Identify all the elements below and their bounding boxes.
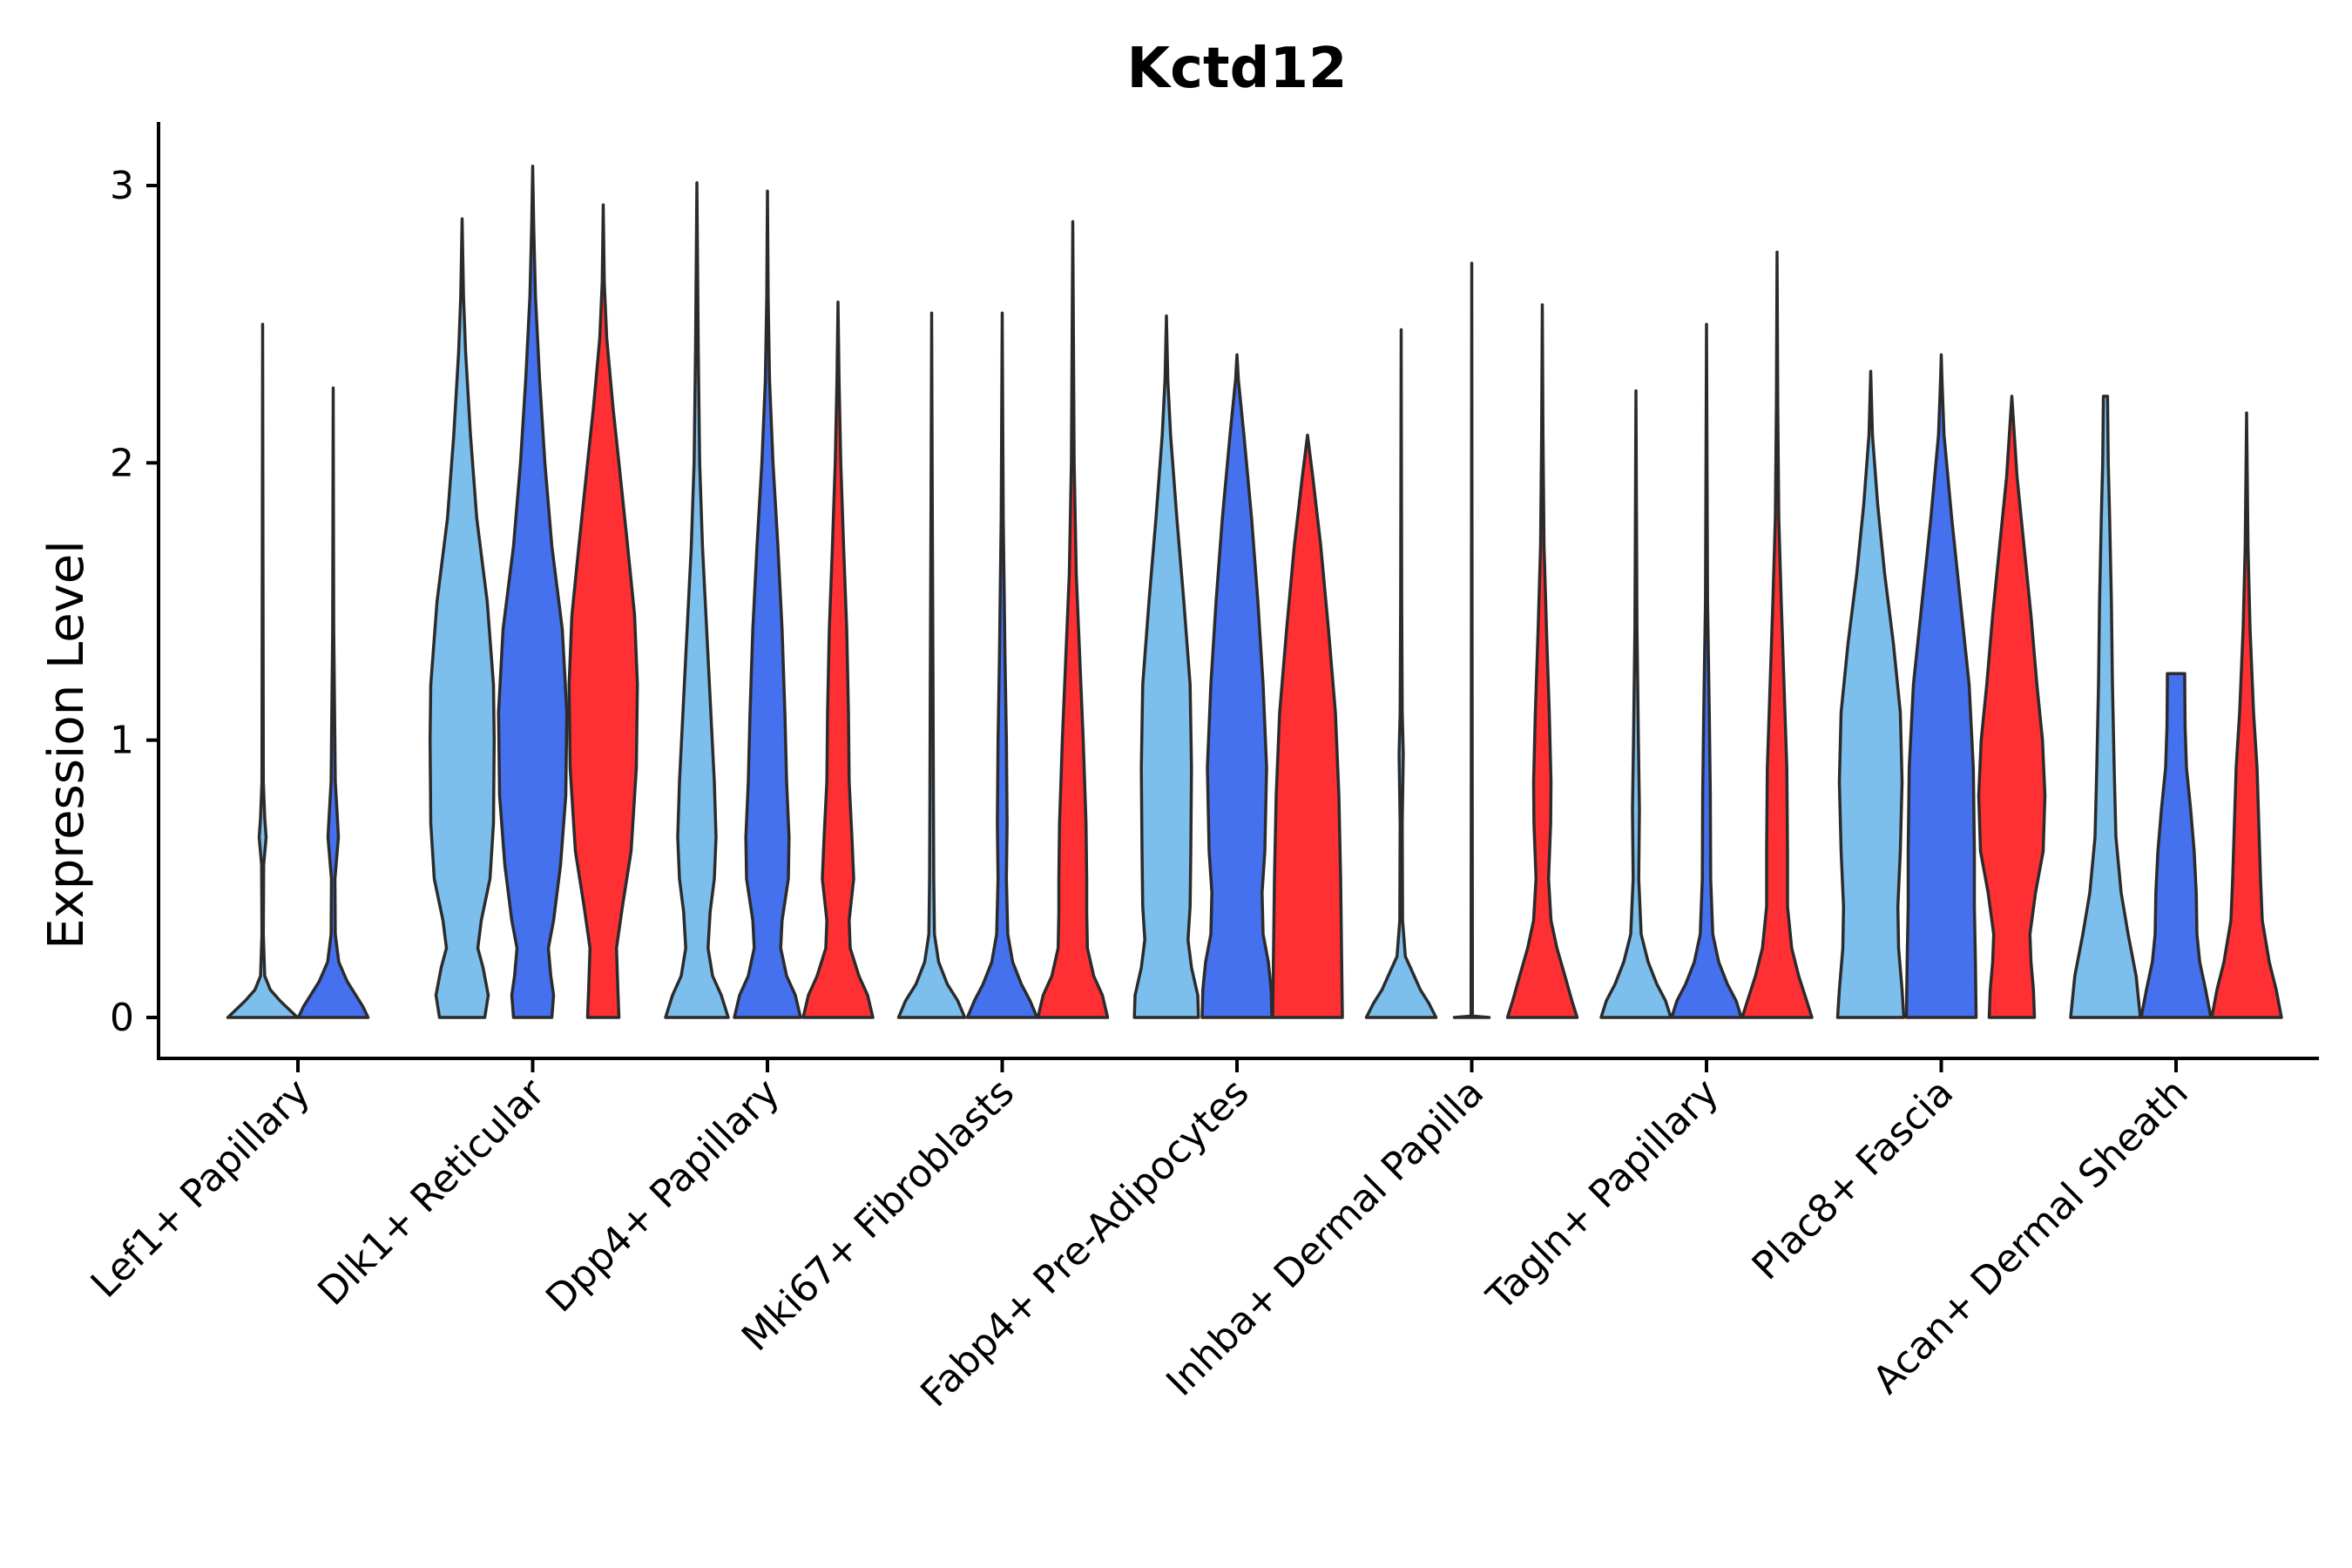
violin-group-2 [296,386,370,1019]
violin-group-1 [2069,395,2142,1019]
violin-group [2069,395,2283,1019]
violin-group-3 [567,203,639,1019]
violin-group [1132,314,1344,1019]
violin-group-3 [1977,395,2047,1019]
x-tick-label: Dlk1+ Reticular [309,1070,554,1315]
violin-group [226,322,370,1019]
violins-layer [226,164,2283,1019]
violin-group-1 [226,322,300,1019]
violin-group-2 [965,311,1039,1019]
violin-group-3 [1505,303,1579,1019]
violin-group-1 [664,181,730,1019]
y-tick-label: 2 [110,441,134,485]
x-tick-label: Plac8+ Fascia [1744,1071,1963,1289]
violin-group-1 [1835,369,1906,1019]
x-tick-label: Dpp4+ Papillary [537,1071,788,1321]
violin-group-3 [1271,433,1344,1019]
violin-group-2 [1200,353,1274,1019]
violin-group [428,164,639,1019]
violin-group-1 [1364,328,1438,1019]
violin-group [664,181,875,1019]
violin-group [1599,250,1814,1019]
violin-group-3 [1740,250,1814,1019]
violin-group [896,220,1110,1019]
violin-group-3 [1036,220,1110,1019]
violin-group-2 [1670,322,1743,1019]
violin-group-1 [1132,314,1200,1019]
violin-group-1 [896,311,967,1019]
y-tick-label: 0 [110,996,134,1040]
violin-group-1 [1599,389,1673,1019]
violin-group-2 [2139,672,2213,1019]
violin-group-2 [1904,353,1978,1019]
y-tick-label: 1 [110,719,134,763]
violin-group-2 [733,189,802,1019]
violin-group [1364,261,1579,1019]
violin-group-2 [497,164,569,1019]
violin-group-2 [1452,261,1491,1019]
y-axis-label: Expression Level [38,540,95,950]
violin-group [1835,353,2047,1019]
x-tick-label: Tagln+ Papillary [1478,1071,1727,1320]
chart-title: Kctd12 [1127,37,1348,101]
violin-group-3 [2210,411,2283,1019]
x-tick-label: Lef1+ Papillary [83,1071,319,1307]
y-tick-label: 3 [110,164,134,208]
violin-group-3 [801,300,875,1019]
violin-group-1 [428,217,497,1019]
